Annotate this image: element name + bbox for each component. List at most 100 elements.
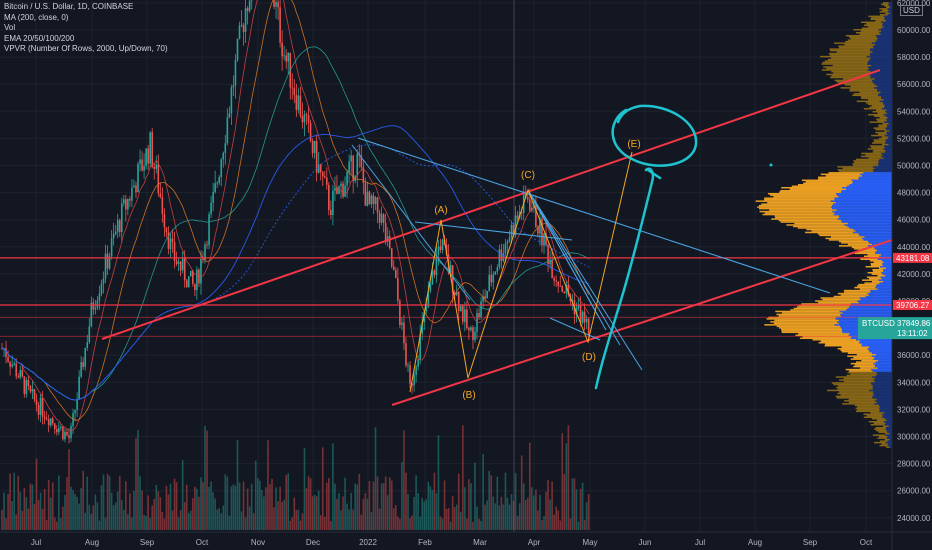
profile-bar-down	[854, 161, 879, 164]
profile-bar-up	[878, 163, 892, 165]
candle-body	[218, 177, 221, 183]
volume-bar	[143, 514, 145, 530]
candle-body	[457, 291, 460, 312]
volume-bar	[100, 485, 103, 530]
profile-bar-up	[887, 137, 892, 140]
candle-body	[102, 278, 105, 284]
time-tick-label: May	[582, 538, 597, 547]
profile-bar-up	[884, 106, 892, 109]
candle-body	[451, 265, 454, 293]
volume-bar	[405, 472, 407, 530]
profile-bar-down	[860, 155, 882, 158]
volume-bar	[435, 493, 438, 530]
profile-bar-up	[870, 382, 892, 384]
volume-bar	[553, 514, 555, 530]
profile-bar-down	[868, 421, 884, 423]
volume-bar	[252, 513, 255, 530]
current-price-symbol: BTCUSD	[862, 319, 895, 328]
candle-body	[366, 191, 369, 206]
profile-bar-down	[871, 105, 885, 107]
profile-bar-down	[789, 188, 847, 190]
profile-bar-down	[842, 403, 875, 405]
profile-bar-down	[865, 102, 883, 104]
volume-bar	[5, 518, 7, 530]
profile-bar-up	[879, 409, 892, 411]
profile-bar-down	[866, 415, 884, 417]
profile-bar-up	[876, 371, 892, 374]
profile-bar-up	[886, 267, 892, 269]
candle-body	[565, 284, 568, 294]
candle-body	[31, 389, 34, 392]
volume-bar	[210, 481, 212, 530]
volume-bar	[384, 476, 387, 530]
profile-bar-up	[882, 416, 892, 419]
volume-bar	[447, 507, 450, 530]
price-axis[interactable]: 24000.00 26000.00 28000.00 30000.00 32000.00…	[891, 0, 931, 550]
profile-bar-down	[867, 271, 882, 274]
profile-bar-up	[869, 52, 892, 55]
candle-body	[250, 0, 253, 1]
wave-label: (A)	[434, 205, 447, 216]
profile-bar-down	[822, 61, 868, 64]
profile-bar-down	[875, 426, 887, 429]
profile-bar-down	[859, 33, 881, 35]
legend-ema[interactable]: EMA 20/50/100/200	[4, 33, 75, 43]
volume-bar	[60, 518, 62, 530]
profile-bar-down	[839, 391, 874, 393]
volume-bar	[96, 502, 99, 530]
price-tick-label: 34000.00	[897, 378, 931, 387]
volume-bar	[508, 504, 511, 530]
volume-bar	[315, 496, 318, 530]
time-axis[interactable]: Jul Aug Sep Oct Nov Dec 2022 Feb Mar Apr May Jun Jul…	[0, 531, 932, 547]
profile-bar-up	[873, 82, 892, 85]
volume-bar	[194, 486, 196, 530]
volume-bar	[573, 478, 576, 530]
candle-body	[399, 300, 401, 325]
profile-bar-down	[886, 6, 890, 9]
profile-bar-down	[821, 63, 868, 65]
profile-bar-up	[879, 158, 892, 161]
profile-bar-up	[872, 243, 892, 246]
candle-body	[88, 326, 91, 343]
profile-bar-up	[885, 149, 892, 152]
candle-body	[492, 274, 495, 283]
legend-ma[interactable]: MA (200, close, 0)	[4, 12, 69, 22]
legend-title[interactable]: Bitcoin / U.S. Dollar, 1D, COINBASE	[4, 2, 134, 11]
legend-vol[interactable]: Vol	[4, 23, 16, 32]
profile-bar-up	[872, 81, 892, 83]
profile-bar-down	[874, 428, 886, 430]
profile-bar-up	[842, 312, 892, 314]
profile-bar-down	[835, 395, 873, 398]
currency-label[interactable]: USD	[900, 5, 923, 16]
profile-bar-up	[886, 429, 892, 432]
profile-bar-down	[797, 227, 850, 229]
legend-vpvr[interactable]: VPVR (Number Of Rows, 2000, Up/Down, 70)	[4, 44, 168, 53]
candle-body	[417, 359, 419, 367]
profile-bar-down	[864, 282, 880, 284]
candle-body	[222, 152, 225, 160]
profile-bar-up	[873, 170, 892, 173]
profile-bar-down	[872, 434, 886, 436]
drawings[interactable]	[0, 69, 893, 406]
profile-bar-up	[872, 166, 892, 168]
profile-bar-down	[829, 48, 871, 50]
profile-bar-down	[842, 167, 875, 170]
candle-body	[244, 8, 247, 32]
candle-body	[19, 370, 22, 378]
volume-bar	[464, 487, 466, 530]
profile-bar-up	[882, 413, 892, 416]
candle-body	[494, 271, 497, 275]
profile-bar-up	[888, 9, 892, 12]
volume-bar	[457, 473, 460, 530]
volume-bar	[368, 480, 371, 530]
volume-bar	[212, 492, 214, 530]
profile-bar-down	[865, 265, 881, 268]
profile-bar-up	[831, 206, 892, 208]
candle-body	[287, 52, 290, 62]
candle-body	[181, 258, 184, 271]
candle-body	[173, 242, 176, 261]
candle-body	[482, 296, 484, 302]
profile-bar-down	[863, 413, 883, 416]
profile-bar-down	[852, 94, 879, 97]
